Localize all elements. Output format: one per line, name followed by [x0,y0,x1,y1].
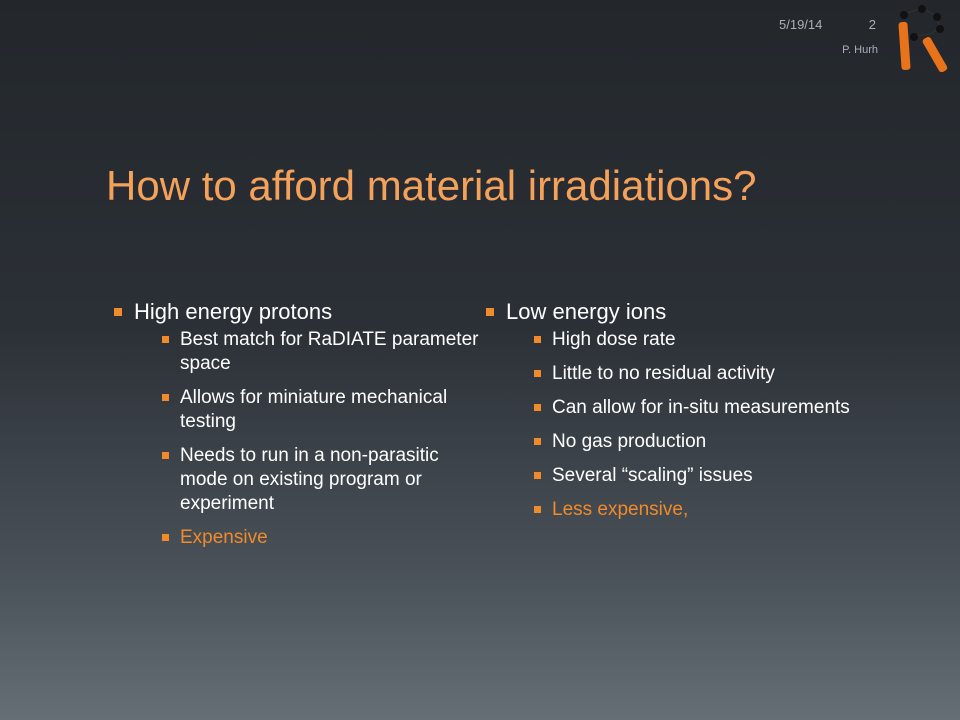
bullet-heading: High energy protons Best match for RaDIA… [114,298,478,550]
square-bullet-icon [534,404,541,411]
bullet-heading-text: High energy protons [134,299,333,324]
square-bullet-icon [162,336,169,343]
sub-bullet-text: No gas production [552,431,707,452]
square-bullet-icon [114,308,122,316]
right-column: Low energy ions High dose rate Little to… [486,298,850,532]
sub-bullet: Little to no residual activity [534,362,852,386]
sub-bullet: Needs to run in a non-parasitic mode on … [162,444,480,516]
bullet-heading-text: Low energy ions [506,299,667,324]
slide-title: How to afford material irradiations? [106,162,757,209]
sub-bullet-text: Best match for RaDIATE parameter space [180,329,479,374]
square-bullet-icon [162,394,169,401]
sub-bullet: Best match for RaDIATE parameter space [162,328,480,376]
square-bullet-icon [534,472,541,479]
radiate-r-logo-icon [898,5,948,72]
sub-bullet-text: Allows for miniature mechanical testing [180,387,448,432]
logo-r-stem [898,21,911,71]
sub-bullet: Allows for miniature mechanical testing [162,386,480,434]
sub-bullet-text: Needs to run in a non-parasitic mode on … [180,445,439,514]
logo-dot [900,11,908,19]
logo-dot [918,5,926,13]
square-bullet-icon [486,308,494,316]
sub-bullet-highlight: Less expensive, [534,498,852,522]
logo-r-leg [922,37,948,72]
sub-bullet-text: Less expensive, [552,499,689,520]
logo-dot [910,33,918,41]
sub-bullet-text: Little to no residual activity [552,363,775,384]
sub-bullet-text: Several “scaling” issues [552,465,753,486]
logo-dot [933,13,941,21]
sub-bullet-list: Best match for RaDIATE parameter space A… [134,328,478,550]
slide-author: P. Hurh [842,44,878,56]
logo-dot [936,25,944,33]
square-bullet-icon [162,534,169,541]
sub-bullet: Can allow for in-situ measurements [534,396,852,420]
bullet-heading: Low energy ions High dose rate Little to… [486,298,850,522]
left-column: High energy protons Best match for RaDIA… [114,298,478,560]
square-bullet-icon [534,506,541,513]
sub-bullet: No gas production [534,430,852,454]
sub-bullet-text: Expensive [180,527,268,548]
square-bullet-icon [534,438,541,445]
square-bullet-icon [534,336,541,343]
sub-bullet: Several “scaling” issues [534,464,852,488]
sub-bullet-text: Can allow for in-situ measurements [552,397,850,418]
square-bullet-icon [534,370,541,377]
sub-bullet-list: High dose rate Little to no residual act… [506,328,850,522]
square-bullet-icon [162,452,169,459]
sub-bullet-text: High dose rate [552,329,676,350]
slide-page-number: 2 [868,17,876,32]
sub-bullet-highlight: Expensive [162,526,480,550]
slide-date: 5/19/14 [779,17,823,32]
sub-bullet: High dose rate [534,328,852,352]
